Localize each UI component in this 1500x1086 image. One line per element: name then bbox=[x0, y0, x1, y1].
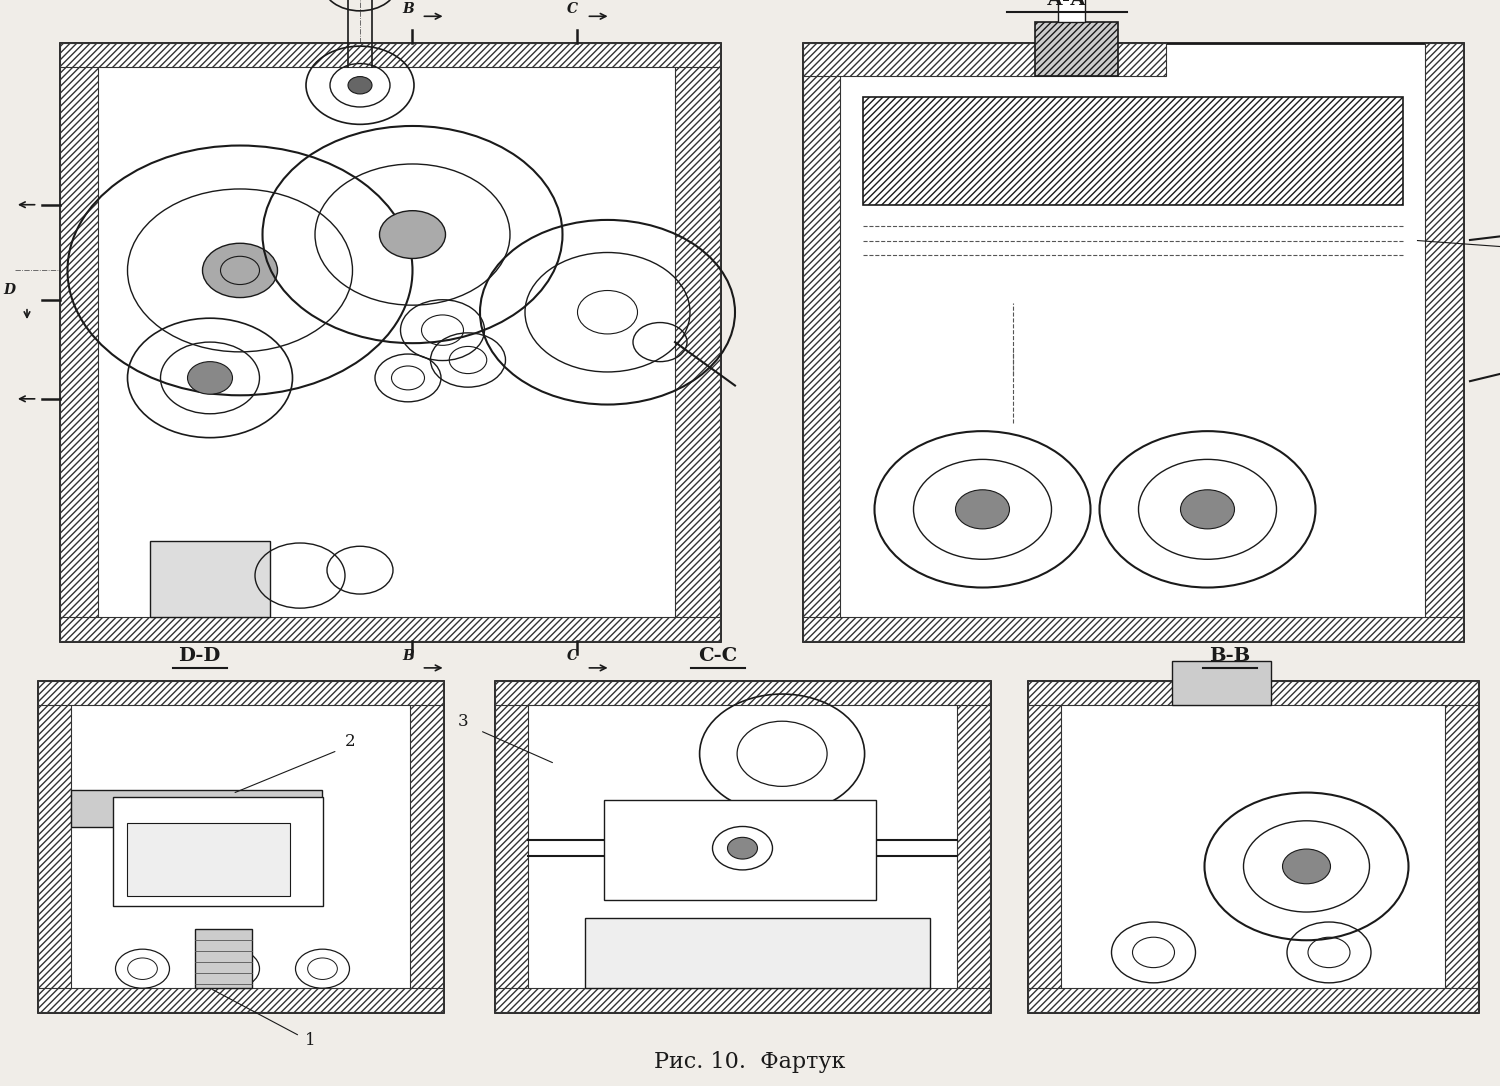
Circle shape bbox=[724, 939, 760, 965]
Bar bbox=[802, 43, 840, 641]
Bar bbox=[60, 43, 98, 641]
Bar bbox=[38, 681, 442, 1012]
Bar bbox=[1028, 681, 1478, 705]
Bar bbox=[60, 617, 720, 641]
Circle shape bbox=[728, 837, 758, 859]
Bar bbox=[495, 988, 990, 1012]
Bar bbox=[38, 681, 70, 1012]
Text: D: D bbox=[3, 282, 15, 296]
Text: В-В: В-В bbox=[1209, 647, 1251, 666]
Bar bbox=[495, 681, 990, 705]
Circle shape bbox=[1282, 849, 1330, 884]
Bar bbox=[802, 43, 1462, 641]
Bar bbox=[1028, 681, 1478, 1012]
Bar bbox=[892, 110, 1372, 199]
Bar bbox=[410, 681, 442, 1012]
Text: В: В bbox=[402, 2, 414, 16]
Bar bbox=[862, 98, 1402, 204]
Text: В: В bbox=[402, 649, 414, 664]
Text: D-D: D-D bbox=[178, 647, 220, 666]
Text: 2: 2 bbox=[345, 733, 355, 749]
Bar bbox=[112, 797, 322, 906]
Bar bbox=[70, 791, 321, 826]
Bar bbox=[38, 681, 442, 705]
Text: Рис. 10.  Фартук: Рис. 10. Фартук bbox=[654, 1051, 846, 1073]
Bar bbox=[495, 681, 990, 1012]
Bar bbox=[195, 929, 252, 988]
Text: 3: 3 bbox=[458, 712, 468, 730]
Bar bbox=[38, 988, 442, 1012]
Bar bbox=[1058, 0, 1084, 22]
Bar bbox=[1444, 681, 1478, 1012]
Bar bbox=[585, 918, 930, 988]
Text: С: С bbox=[567, 2, 578, 16]
Bar bbox=[1035, 22, 1118, 76]
Text: 1: 1 bbox=[304, 1032, 315, 1049]
Circle shape bbox=[348, 76, 372, 93]
Bar bbox=[604, 800, 876, 899]
Bar bbox=[128, 823, 290, 896]
Circle shape bbox=[380, 211, 446, 258]
Bar bbox=[957, 681, 990, 1012]
Text: А-А: А-А bbox=[1047, 0, 1086, 10]
Bar bbox=[802, 43, 1166, 76]
Bar bbox=[802, 617, 1462, 641]
Circle shape bbox=[1180, 490, 1234, 529]
Bar bbox=[60, 43, 720, 641]
Bar bbox=[1425, 43, 1462, 641]
Text: С-С: С-С bbox=[698, 647, 738, 666]
Bar bbox=[1028, 681, 1060, 1012]
Bar bbox=[495, 681, 528, 1012]
Circle shape bbox=[202, 243, 278, 298]
Circle shape bbox=[956, 490, 1010, 529]
Circle shape bbox=[188, 362, 232, 394]
Bar bbox=[150, 541, 270, 617]
Bar bbox=[1028, 988, 1478, 1012]
Bar bbox=[1172, 661, 1270, 705]
Bar bbox=[60, 43, 720, 67]
Bar bbox=[675, 43, 720, 641]
Text: С: С bbox=[567, 649, 578, 664]
